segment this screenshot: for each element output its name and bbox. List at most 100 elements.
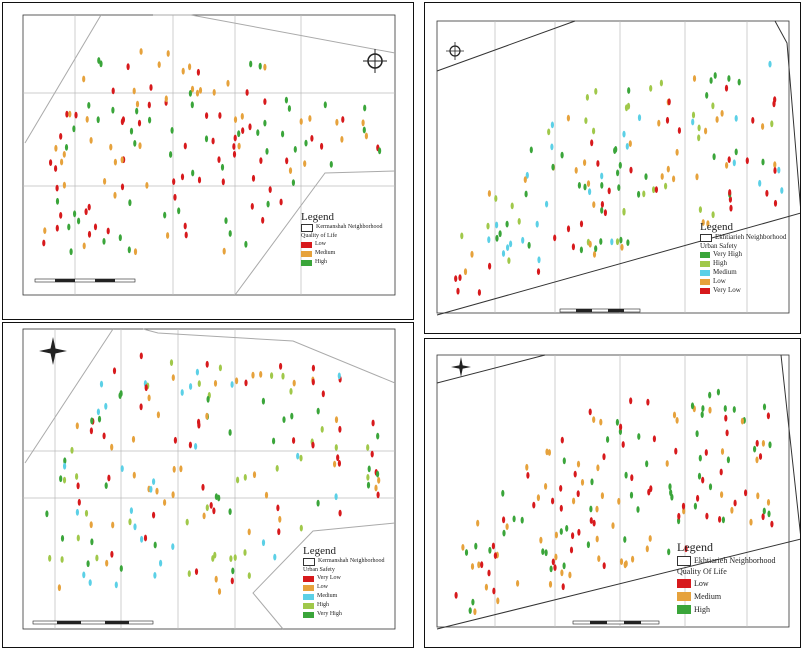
parcel-marker xyxy=(110,443,114,451)
parcel-marker xyxy=(525,171,529,179)
legend-swatch xyxy=(303,584,314,591)
parcel-marker xyxy=(566,114,570,122)
parcel-marker xyxy=(569,546,574,554)
parcel-marker xyxy=(550,143,554,151)
parcel-marker xyxy=(96,116,100,124)
parcel-marker xyxy=(486,222,490,230)
parcel-marker xyxy=(539,536,543,544)
parcel-marker xyxy=(577,182,581,189)
parcel-marker xyxy=(762,507,766,515)
parcel-marker xyxy=(767,510,771,518)
parcel-marker xyxy=(547,449,551,456)
parcel-marker xyxy=(474,542,478,550)
legend-title: Legend xyxy=(700,221,733,233)
parcel-marker xyxy=(618,161,622,169)
parcel-marker xyxy=(744,489,748,497)
legend-swatch xyxy=(700,287,710,294)
parcel-marker xyxy=(149,485,153,493)
parcel-marker xyxy=(626,102,631,110)
parcel-marker xyxy=(773,161,777,169)
parcel-marker xyxy=(229,555,233,562)
parcel-marker xyxy=(273,553,277,561)
parcel-marker xyxy=(170,127,174,134)
parcel-marker xyxy=(232,150,237,158)
parcel-marker xyxy=(181,67,185,75)
legend-item-label: Low xyxy=(713,277,726,285)
legend-item-label: Medium xyxy=(694,592,722,601)
parcel-marker xyxy=(281,372,285,380)
legend-item-label: Medium xyxy=(315,250,336,256)
parcel-marker xyxy=(250,203,254,210)
parcel-marker xyxy=(111,87,115,95)
parcel-marker xyxy=(600,172,604,180)
parcel-marker xyxy=(649,85,653,92)
map-canvas xyxy=(436,20,800,316)
parcel-marker xyxy=(579,246,583,254)
legend-item: Low xyxy=(301,240,382,249)
parcel-marker xyxy=(316,499,320,507)
parcel-marker xyxy=(291,179,295,187)
parcel-marker xyxy=(75,508,79,516)
parcel-marker xyxy=(169,359,174,366)
parcel-marker xyxy=(55,197,60,205)
parcel-marker xyxy=(67,223,71,231)
parcel-marker xyxy=(730,506,734,514)
data-points xyxy=(45,352,381,595)
map-panel-bottom-right: Legend Ekhtiarieh Neighborhood Quality O… xyxy=(424,338,801,648)
parcel-marker xyxy=(667,548,671,556)
legend-swatch xyxy=(677,605,691,614)
parcel-marker xyxy=(93,223,98,231)
parcel-marker xyxy=(183,142,187,150)
parcel-marker xyxy=(75,422,79,430)
data-points xyxy=(454,60,784,296)
legend-item-label: Very Low xyxy=(713,286,741,294)
parcel-marker xyxy=(304,139,308,147)
parcel-marker xyxy=(247,528,251,536)
parcel-marker xyxy=(195,89,200,97)
parcel-marker xyxy=(337,372,341,380)
scale-bar xyxy=(32,620,154,625)
parcel-marker xyxy=(217,156,221,164)
legend-swatch xyxy=(303,575,314,582)
parcel-marker xyxy=(498,230,502,238)
parcel-marker xyxy=(118,234,122,242)
parcel-marker xyxy=(677,127,681,134)
parcel-marker xyxy=(173,436,177,444)
parcel-marker xyxy=(113,158,117,166)
legend-swatch xyxy=(700,260,710,267)
parcel-marker xyxy=(74,111,78,119)
parcel-marker xyxy=(637,190,641,198)
parcel-marker xyxy=(263,63,267,71)
legend-item-label: High xyxy=(694,605,710,614)
parcel-marker xyxy=(370,450,374,458)
legend-item: Very Low xyxy=(700,286,786,295)
parcel-marker xyxy=(212,89,216,96)
parcel-marker xyxy=(568,571,572,579)
parcel-marker xyxy=(463,268,468,276)
parcel-marker xyxy=(484,583,488,591)
parcel-marker xyxy=(188,63,192,71)
parcel-marker xyxy=(376,491,380,499)
parcel-marker xyxy=(84,208,88,216)
parcel-marker xyxy=(502,516,506,524)
parcel-marker xyxy=(464,549,469,556)
parcel-marker xyxy=(617,497,621,505)
parcel-marker xyxy=(363,104,367,112)
parcel-marker xyxy=(249,60,253,68)
parcel-marker xyxy=(217,494,221,502)
legend-title: Legend xyxy=(301,211,334,223)
parcel-marker xyxy=(458,274,462,281)
parcel-marker xyxy=(95,554,99,562)
parcel-marker xyxy=(321,390,325,398)
parcel-marker xyxy=(102,238,106,245)
parcel-marker xyxy=(258,62,262,70)
parcel-marker xyxy=(340,136,344,143)
parcel-marker xyxy=(163,499,167,506)
parcel-marker xyxy=(647,488,651,496)
parcel-marker xyxy=(49,159,53,167)
parcel-marker xyxy=(204,135,209,143)
parcel-marker xyxy=(128,199,132,207)
parcel-marker xyxy=(217,588,222,595)
legend: Legend Ekhtiarieh Neighborhood Urban Saf… xyxy=(700,221,786,295)
parcel-marker xyxy=(477,289,481,296)
